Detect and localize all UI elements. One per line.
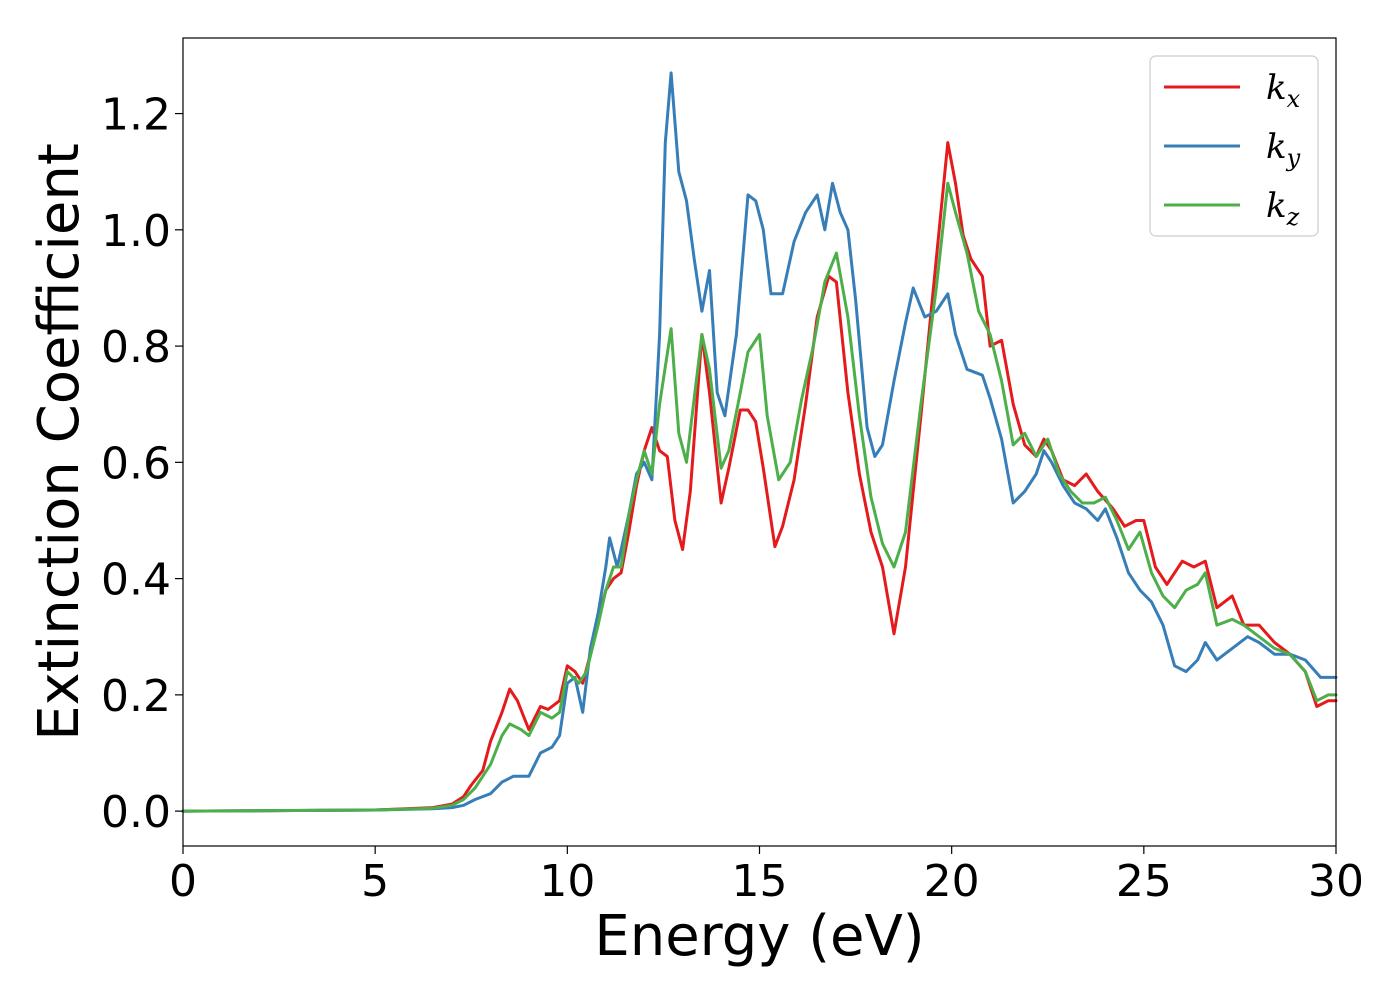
- legend-label-kx: kx: [1266, 68, 1301, 113]
- x-tick-label: 30: [1308, 856, 1364, 907]
- legend: kx ky kz: [1149, 55, 1319, 237]
- y-tick-label: 1.2: [101, 90, 171, 141]
- y-tick-label: 0.0: [101, 787, 171, 838]
- y-tick-label: 0.4: [101, 555, 171, 606]
- x-tick-label: 10: [539, 856, 595, 907]
- y-axis-title: Extinction Coefficient: [27, 143, 92, 741]
- x-tick-label: 25: [1116, 856, 1172, 907]
- x-axis-title: Energy (eV): [594, 904, 924, 969]
- x-tick-label: 5: [361, 856, 389, 907]
- y-tick-label: 1.0: [101, 206, 171, 257]
- series-line-kz: [181, 181, 1338, 813]
- x-axis-ticks: 0 5 10 15 20 25 30: [169, 846, 1364, 907]
- x-tick-label: 0: [169, 856, 197, 907]
- legend-label-ky: ky: [1266, 127, 1301, 172]
- y-tick-label: 0.8: [101, 322, 171, 373]
- x-tick-label: 15: [732, 856, 788, 907]
- series-layer: [181, 71, 1338, 813]
- y-tick-label: 0.6: [101, 438, 171, 489]
- series-line-ky: [181, 71, 1338, 813]
- y-tick-label: 0.2: [101, 671, 171, 722]
- y-axis-ticks: 0.0 0.2 0.4 0.6 0.8 1.0 1.2: [101, 90, 183, 838]
- legend-label-kz: kz: [1266, 186, 1300, 231]
- x-tick-label: 20: [924, 856, 980, 907]
